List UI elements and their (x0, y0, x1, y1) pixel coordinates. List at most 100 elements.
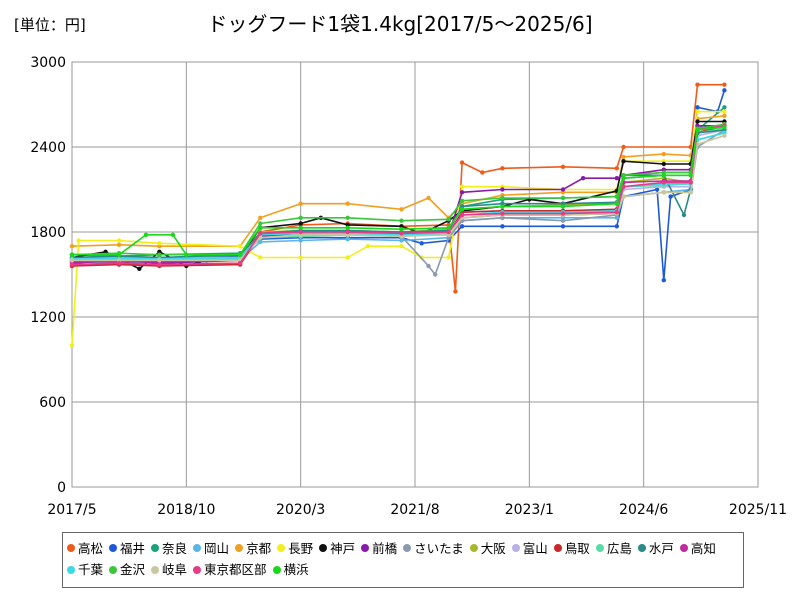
data-point (345, 236, 350, 242)
data-point (722, 113, 727, 119)
data-point (688, 190, 693, 195)
data-point (661, 190, 666, 195)
legend-marker-icon (469, 544, 478, 552)
data-point (560, 218, 566, 223)
legend-label: 奈良 (162, 540, 188, 556)
data-point (184, 252, 189, 257)
legend-item: 岡山 (193, 538, 229, 559)
data-point (695, 82, 700, 87)
data-point (722, 105, 727, 110)
x-tick-label: 2025/11 (729, 502, 787, 518)
data-point (500, 224, 505, 229)
legend-item: 京都 (235, 538, 271, 559)
legend-label: 広島 (606, 540, 632, 556)
legend-label: 神戸 (330, 540, 356, 556)
series-20 (69, 125, 727, 257)
data-point (614, 166, 619, 171)
data-point (621, 184, 626, 189)
data-point (722, 88, 727, 93)
data-point (459, 224, 465, 229)
data-point (298, 201, 303, 206)
data-point (170, 232, 176, 237)
data-point (681, 212, 687, 218)
unit-label: [単位：円] (14, 16, 86, 34)
data-point (500, 166, 505, 171)
data-point (157, 258, 162, 263)
data-point (446, 217, 451, 222)
data-point (453, 289, 458, 294)
data-point (614, 210, 619, 215)
series-2 (69, 88, 727, 283)
legend-item: 鳥取 (553, 538, 590, 559)
y-axis-ticks: 0 600 1200 1800 2400 3000 (30, 55, 66, 496)
legend-item: 岐阜 (151, 559, 187, 580)
data-point (298, 255, 303, 260)
data-point (500, 187, 505, 192)
legend-marker-icon (193, 565, 202, 574)
data-point (157, 252, 162, 257)
data-point (258, 225, 263, 230)
data-point (459, 184, 465, 189)
legend-label: 東京都区部 (204, 562, 267, 577)
data-point (237, 244, 243, 249)
data-point (695, 105, 700, 110)
data-point (116, 252, 122, 257)
data-point (688, 173, 693, 178)
data-point (116, 261, 122, 266)
series-line (72, 126, 725, 256)
data-point (69, 258, 75, 263)
data-point (426, 263, 431, 269)
x-tick-label: 2018/10 (157, 502, 215, 518)
data-point (560, 204, 566, 209)
legend-item: 福井 (109, 538, 145, 559)
data-point (446, 229, 451, 235)
y-tick-label: 3000 (30, 55, 66, 71)
data-point (459, 160, 465, 165)
data-point (661, 151, 666, 157)
legend-marker-icon (235, 544, 244, 552)
legend-label: 大阪 (480, 540, 506, 556)
data-point (560, 224, 566, 229)
legend-item: 長野 (277, 538, 313, 559)
legend-item: 金沢 (109, 559, 145, 580)
data-point (258, 215, 263, 220)
legend-label: 千葉 (78, 562, 104, 577)
data-point (446, 255, 451, 260)
data-point (258, 231, 263, 236)
data-point (688, 180, 693, 185)
series-line (71, 129, 725, 277)
x-tick-label: 2020/3 (276, 502, 325, 518)
data-point (560, 164, 566, 169)
data-point (459, 190, 465, 195)
legend-marker-icon (403, 544, 412, 552)
legend-marker-icon (277, 544, 286, 552)
x-tick-label: 2024/6 (619, 502, 668, 518)
data-point (237, 252, 243, 257)
data-point (614, 224, 619, 229)
legend-label: 高松 (78, 540, 104, 556)
data-point (298, 221, 303, 226)
legend-marker-icon (361, 544, 370, 552)
series-lines (69, 82, 727, 348)
y-tick-label: 1200 (30, 310, 66, 326)
legend-marker-icon (553, 544, 562, 552)
legend-label: 京都 (246, 540, 272, 556)
data-point (69, 343, 75, 348)
data-point (426, 195, 431, 201)
data-point (695, 127, 700, 133)
legend: 高松 福井 奈良 岡山 京都 長野 神戸 前橋 さいたま 大阪 富山 鳥取 広島 水戸 高知 千葉 金沢 岐阜 東京… (62, 532, 744, 588)
legend-marker-icon (193, 544, 202, 552)
data-point (116, 238, 122, 243)
data-point (614, 201, 619, 206)
legend-item: 富山 (511, 538, 548, 559)
legend-item: 水戸 (637, 538, 674, 559)
series-line (71, 90, 726, 281)
data-point (399, 207, 404, 212)
data-point (137, 266, 142, 271)
data-point (298, 225, 303, 230)
data-point (621, 154, 626, 160)
data-point (298, 229, 303, 235)
data-point (695, 109, 700, 114)
data-point (722, 109, 727, 114)
legend-marker-icon (679, 544, 688, 552)
